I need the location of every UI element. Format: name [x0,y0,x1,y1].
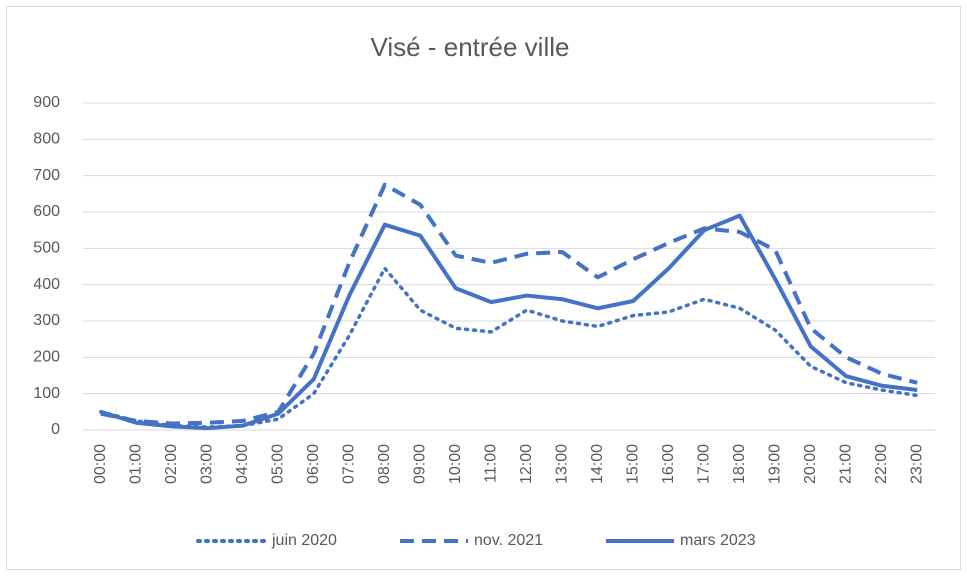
y-tick-label: 400 [33,276,60,293]
y-tick-label: 100 [33,385,60,402]
x-tick-label: 18:00 [731,444,748,484]
x-tick-label: 23:00 [908,444,925,484]
x-tick-label: 06:00 [305,444,322,484]
y-tick-label: 800 [33,131,60,148]
y-tick-label: 0 [51,421,60,438]
x-tick-label: 12:00 [518,444,535,484]
x-tick-label: 03:00 [198,444,215,484]
series-line [100,213,918,431]
y-tick-label: 200 [33,349,60,366]
y-tick-label: 900 [33,94,60,111]
x-tick-label: 22:00 [873,444,890,484]
x-tick-label: 09:00 [411,444,428,484]
legend-label: mars 2023 [680,532,756,549]
x-tick-label: 00:00 [92,444,109,484]
chart-border [6,6,961,570]
y-tick-label: 500 [33,240,60,257]
x-tick-label: 01:00 [127,444,144,484]
legend-label: nov. 2021 [474,532,543,549]
x-tick-label: 19:00 [766,444,783,484]
x-tick-label: 15:00 [624,444,641,484]
x-tick-label: 04:00 [234,444,251,484]
x-tick-label: 17:00 [695,444,712,484]
x-tick-label: 02:00 [163,444,180,484]
x-tick-label: 10:00 [447,444,464,484]
y-tick-label: 700 [33,167,60,184]
x-tick-label: 05:00 [269,444,286,484]
legend-label: juin 2020 [271,532,337,549]
x-tick-label: 21:00 [837,444,854,484]
x-tick-label: 16:00 [660,444,677,484]
y-tick-label: 300 [33,312,60,329]
series-line [100,182,918,426]
x-tick-label: 20:00 [802,444,819,484]
y-tick-label: 600 [33,203,60,220]
chart-title: Visé - entrée ville [371,32,570,62]
x-tick-label: 11:00 [482,444,499,483]
x-tick-label: 07:00 [340,444,357,484]
x-tick-label: 13:00 [553,444,570,484]
x-tick-label: 08:00 [376,444,393,484]
x-tick-label: 14:00 [589,444,606,484]
